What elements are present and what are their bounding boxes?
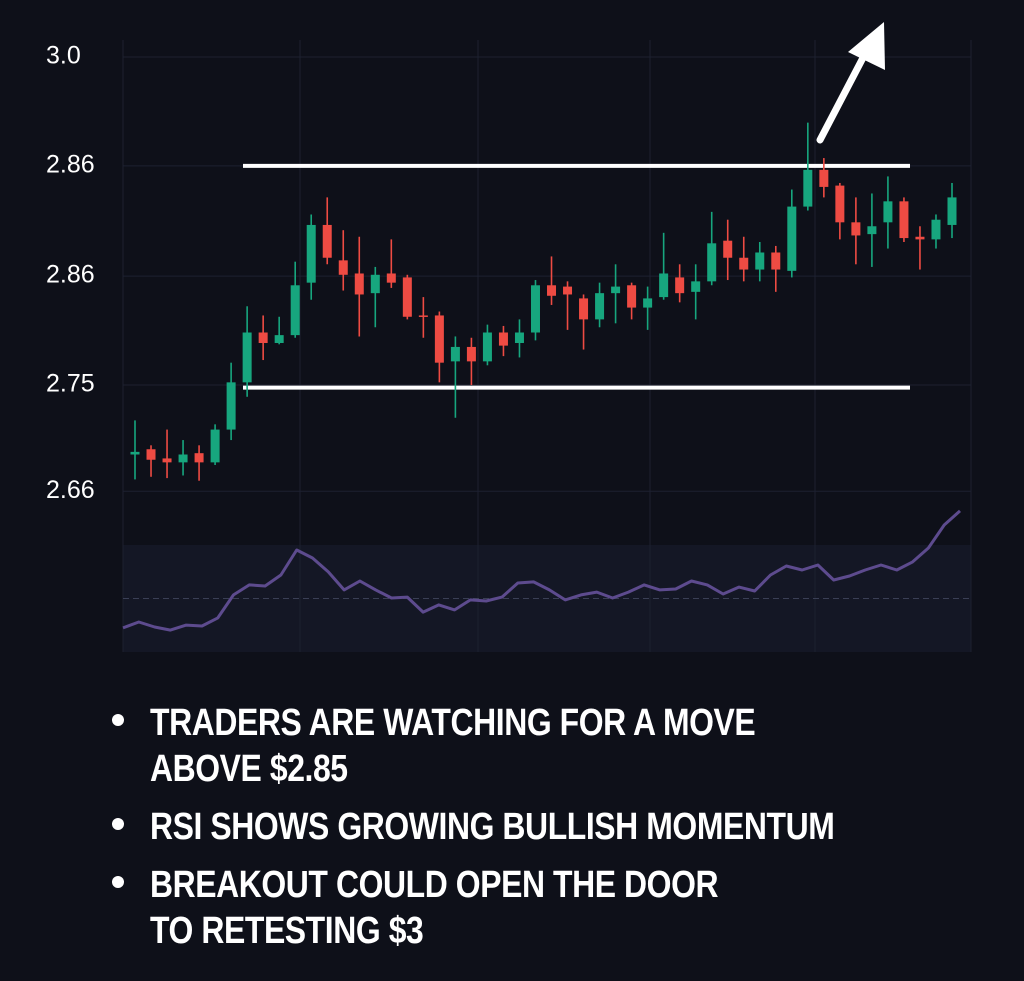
bullet-line: BREAKOUT COULD OPEN THE DOOR — [150, 864, 719, 906]
candle-body — [707, 243, 717, 282]
candle-body — [611, 286, 621, 294]
candle-body — [771, 252, 781, 270]
levels — [243, 163, 910, 390]
grid — [123, 56, 971, 492]
candle-body — [258, 332, 268, 343]
arrow — [816, 22, 885, 144]
candle-body — [290, 285, 300, 336]
bullet: TRADERS ARE WATCHING FOR A MOVE ABOVE $2.… — [112, 700, 1012, 792]
y-tick-label: 2.75 — [46, 370, 95, 398]
candle-body — [819, 169, 829, 187]
candle-body — [370, 274, 380, 294]
candle-body — [130, 451, 140, 455]
candle-body — [691, 281, 701, 292]
candle-body — [482, 332, 492, 362]
candle-body — [659, 273, 669, 298]
y-tick-label: 3.0 — [46, 42, 81, 70]
vertical-grid — [122, 40, 972, 652]
candle-body — [322, 224, 332, 258]
candle-body — [787, 206, 797, 271]
candle-body — [434, 315, 444, 363]
bullet-line: TRADERS ARE WATCHING FOR A MOVE — [150, 702, 756, 744]
candle-body — [514, 332, 524, 343]
candle-body — [242, 332, 252, 383]
bullet-list: TRADERS ARE WATCHING FOR A MOVE ABOVE $2.… — [112, 700, 1012, 966]
candle-body — [450, 346, 460, 362]
rsi — [122, 509, 971, 632]
y-tick-label: 2.86 — [46, 151, 95, 179]
bullet-line: ABOVE $2.85 — [150, 748, 348, 790]
candle-body — [627, 285, 637, 308]
candle-body — [851, 222, 861, 236]
candle-body — [162, 458, 172, 463]
y-tick-label: 2.86 — [46, 261, 95, 289]
bullet-text: RSI SHOWS GROWING BULLISH MOMENTUM — [150, 804, 835, 850]
candle-body — [579, 298, 589, 320]
rsi-line — [122, 509, 961, 632]
bullet: BREAKOUT COULD OPEN THE DOOR TO RETESTING… — [112, 862, 1012, 954]
bullet-dot — [112, 818, 124, 830]
candle-body — [803, 169, 813, 207]
candle-body — [563, 286, 573, 295]
candle-body — [354, 273, 364, 295]
bullet-dot — [112, 876, 124, 888]
candle-body — [466, 346, 476, 362]
candle-body — [899, 201, 909, 239]
candle-body — [178, 454, 188, 463]
bullet: RSI SHOWS GROWING BULLISH MOMENTUM — [112, 804, 1012, 850]
candle-body — [883, 201, 893, 223]
candle-body — [498, 332, 508, 346]
candle-body — [530, 285, 540, 333]
candle-body — [306, 224, 316, 283]
candle-body — [947, 197, 957, 225]
bullet-line: TO RETESTING $3 — [150, 910, 424, 952]
y-tick-label: 2.66 — [46, 476, 95, 504]
candle-body — [915, 236, 925, 240]
candle-body — [338, 260, 348, 275]
candle-body — [643, 298, 653, 308]
candle-body — [723, 240, 733, 258]
chart: 3.0 2.86 2.86 2.75 2.66 — [46, 22, 972, 652]
bullet-text: BREAKOUT COULD OPEN THE DOOR TO RETESTING… — [150, 862, 719, 954]
candle-body — [755, 252, 765, 270]
candle-body — [835, 185, 845, 223]
candle-body — [146, 449, 156, 460]
candle-body — [194, 453, 204, 463]
candles — [130, 122, 957, 481]
bullet-line: RSI SHOWS GROWING BULLISH MOMENTUM — [150, 806, 835, 848]
candle-body — [867, 226, 877, 235]
candle-body — [418, 315, 428, 317]
y-axis: 3.0 2.86 2.86 2.75 2.66 — [46, 42, 95, 504]
bullet-text: TRADERS ARE WATCHING FOR A MOVE ABOVE $2.… — [150, 700, 756, 792]
candle-body — [226, 382, 236, 430]
candle-body — [739, 257, 749, 270]
candle-body — [274, 335, 284, 343]
candle-body — [931, 219, 941, 240]
candle-body — [675, 277, 685, 294]
candle-body — [547, 285, 557, 296]
candle-body — [595, 293, 605, 320]
candle-body — [386, 273, 396, 283]
candle-body — [402, 277, 412, 317]
candle-body — [210, 429, 220, 463]
bullet-dot — [112, 714, 124, 726]
